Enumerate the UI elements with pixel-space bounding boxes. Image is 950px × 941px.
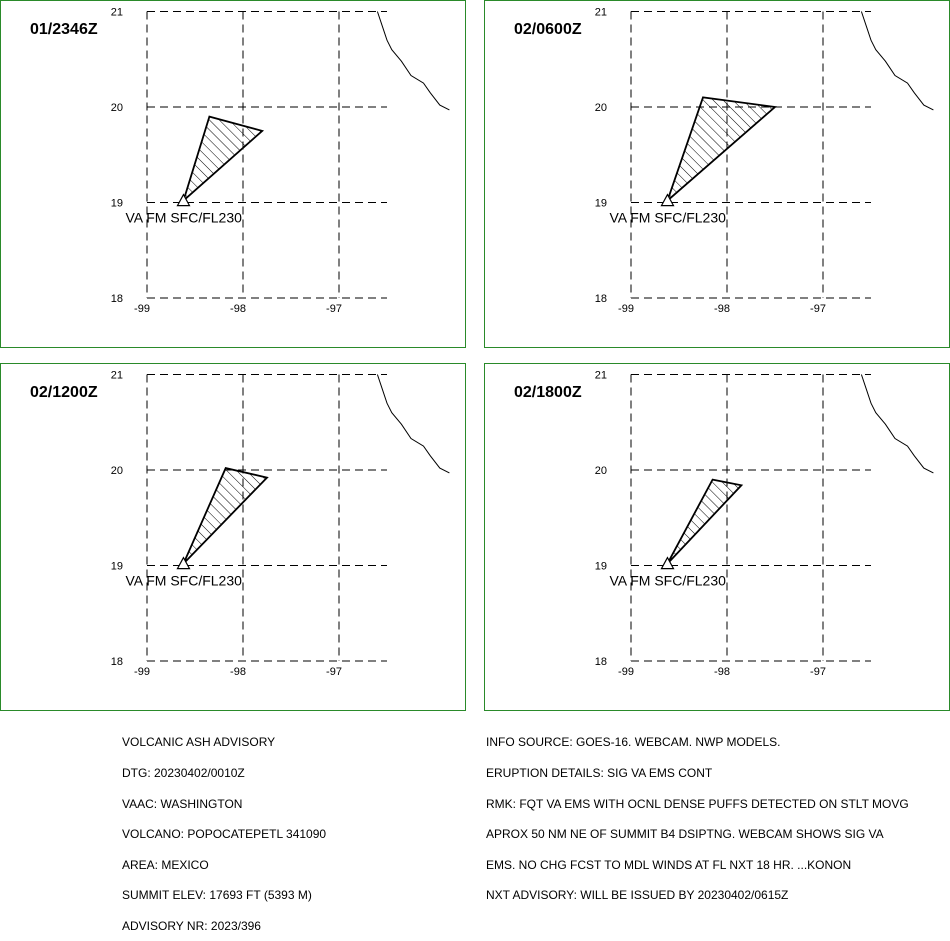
panel-1: -99 -98 -97 21 20 19 18 01/2346Z VA FM SFC/FL230 [0,0,466,348]
panel-3: -99 -98 -97 21 20 19 18 02/1200Z VA FM SFC/FL230 [0,363,466,711]
panel-4: -99 -98 -97 21 20 19 18 02/1800Z VA FM SFC/FL230 [484,363,950,711]
longitude-tick-label: -97 [810,303,826,315]
ash-cloud-polygon [181,115,265,204]
map-canvas: -99 -98 -97 21 20 19 18 02/1800Z VA FM SFC/FL230 [484,363,950,711]
latitude-tick-label: 19 [111,561,123,573]
longitude-tick-label: -98 [714,303,730,315]
volcano-marker-icon [176,193,191,207]
advisory-line: VAAC: WASHINGTON [122,796,243,811]
latitude-tick-label: 20 [111,465,123,477]
longitude-tick-label: -97 [326,666,342,678]
longitude-tick-label: -99 [618,303,634,315]
longitude-tick-label: -99 [134,303,150,315]
advisory-line: NXT ADVISORY: WILL BE ISSUED BY 20230402… [486,888,789,903]
longitude-tick-label: -98 [230,303,246,315]
ash-layer-label: VA FM SFC/FL230 [125,573,242,589]
latitude-tick-label: 18 [595,293,607,305]
forecast-time-label: 01/2346Z [30,21,98,38]
ash-layer-label: VA FM SFC/FL230 [609,573,726,589]
latitude-tick-label: 20 [595,465,607,477]
latitude-tick-label: 19 [595,561,607,573]
latitude-tick-label: 21 [595,7,607,19]
advisory-line: APROX 50 NM NE OF SUMMIT B4 DSIPTNG. WEB… [486,827,884,842]
ash-layer-label: VA FM SFC/FL230 [125,210,242,226]
volcano-marker-icon [660,556,675,570]
advisory-line: ADVISORY NR: 2023/396 [122,918,261,933]
panel-frame [484,0,950,348]
latitude-tick-label: 18 [111,293,123,305]
longitude-tick-label: -97 [810,666,826,678]
longitude-tick-label: -98 [714,666,730,678]
advisory-line: EMS. NO CHG FCST TO MDL WINDS AT FL NXT … [486,857,852,872]
advisory-line: INFO SOURCE: GOES-16. WEBCAM. NWP MODELS… [486,735,781,750]
panel-frame [0,0,466,348]
coastline [860,374,934,474]
latitude-tick-label: 18 [111,656,123,668]
forecast-time-label: 02/0600Z [514,21,582,38]
latitude-tick-label: 21 [111,7,123,19]
coastline [376,374,450,474]
advisory-line: AREA: MEXICO [122,857,209,872]
latitude-tick-label: 19 [595,198,607,210]
volcano-marker-icon [660,193,675,207]
map-canvas: -99 -98 -97 21 20 19 18 02/0600Z VA FM SFC/FL230 [484,0,950,348]
panel-frame [0,363,466,711]
advisory-line: RMK: FQT VA EMS WITH OCNL DENSE PUFFS DE… [486,796,909,811]
advisory-line: DTG: 20230402/0010Z [122,766,245,780]
longitude-tick-label: -99 [134,666,150,678]
latitude-tick-label: 21 [111,370,123,382]
advisory-line: VOLCANO: POPOCATEPETL 341090 [122,827,327,842]
map-canvas: -99 -98 -97 21 20 19 18 01/2346Z VA FM SFC/FL230 [0,0,466,348]
volcano-marker-icon [176,556,191,570]
advisory-line: VOLCANIC ASH ADVISORY [122,735,276,750]
panel-frame [484,363,950,711]
advisory-details-right: INFO SOURCE: GOES-16. WEBCAM. NWP MODELS… [486,717,909,911]
ash-cloud-polygon [666,478,744,565]
latitude-tick-label: 21 [595,370,607,382]
latitude-tick-label: 20 [595,102,607,114]
advisory-line: SUMMIT ELEV: 17693 FT (5393 M) [122,888,312,903]
ash-cloud-polygon [665,96,778,204]
ash-layer-label: VA FM SFC/FL230 [609,210,726,226]
latitude-tick-label: 19 [111,198,123,210]
ash-cloud-polygon [182,467,269,565]
longitude-tick-label: -97 [326,303,342,315]
coastline [860,11,934,111]
map-canvas: -99 -98 -97 21 20 19 18 02/1200Z VA FM SFC/FL230 [0,363,466,711]
coastline [376,11,450,111]
forecast-time-label: 02/1200Z [30,384,98,401]
longitude-tick-label: -98 [230,666,246,678]
forecast-time-label: 02/1800Z [514,384,582,401]
panel-2: -99 -98 -97 21 20 19 18 02/0600Z VA FM SFC/FL230 [484,0,950,348]
latitude-tick-label: 20 [111,102,123,114]
advisory-header-left: VOLCANIC ASH ADVISORY DTG: 20230402/0010… [122,717,326,941]
longitude-tick-label: -99 [618,666,634,678]
advisory-line: ERUPTION DETAILS: SIG VA EMS CONT [486,766,713,780]
latitude-tick-label: 18 [595,656,607,668]
